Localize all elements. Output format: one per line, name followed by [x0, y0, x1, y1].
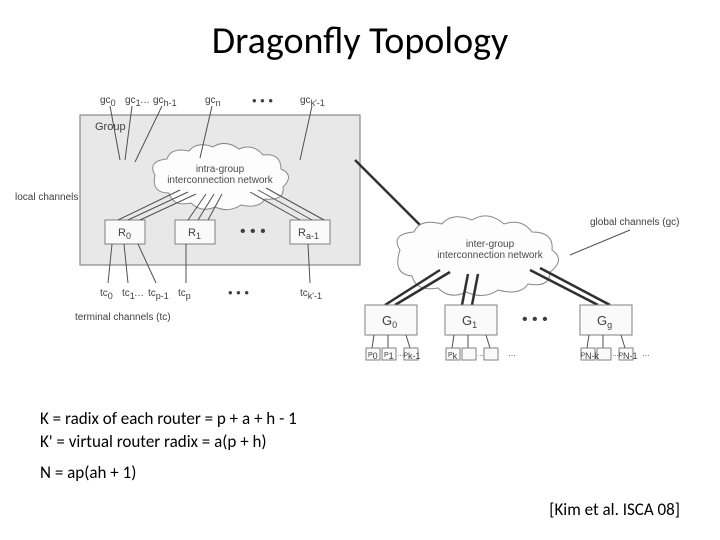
p-boxes: P0 P1 Pk-1 … Pk … … PN-k PN-1 … …	[366, 335, 650, 361]
svg-text:…: …	[397, 351, 404, 358]
inter-cloud: inter-group interconnection network	[397, 216, 558, 296]
eq-k: K = radix of each router = p + a + h - 1	[40, 408, 297, 431]
svg-text:…: …	[642, 349, 650, 358]
svg-text:• • •: • • •	[252, 93, 273, 108]
svg-text:…: …	[612, 351, 619, 358]
svg-text:intra-group: intra-group	[196, 164, 245, 175]
svg-text:gck'-1: gck'-1	[300, 95, 325, 108]
svg-text:interconnection network: interconnection network	[437, 250, 544, 261]
group-label: Group	[95, 121, 126, 133]
svg-text:gc1: gc1	[125, 95, 141, 108]
svg-text:…: …	[508, 349, 516, 358]
inter-group-diagram: inter-group interconnection network glob…	[0, 200, 720, 400]
svg-text:interconnection network: interconnection network	[167, 175, 274, 186]
eq-n: N = ap(ah + 1)	[40, 462, 136, 485]
citation: [Kim et al. ISCA 08]	[549, 499, 680, 520]
svg-text:gc0: gc0	[100, 95, 116, 108]
svg-text:inter-group: inter-group	[466, 239, 515, 250]
eq-kprime: K' = virtual router radix = a(p + h)	[40, 431, 297, 454]
svg-text:gcn: gcn	[205, 95, 221, 108]
svg-text:• • •: • • •	[522, 311, 548, 328]
eq-n-block: N = ap(ah + 1)	[40, 462, 136, 485]
global-channels-label: global channels (gc)	[590, 217, 680, 228]
svg-text:gch-1: gch-1	[153, 95, 177, 108]
svg-text:…: …	[477, 351, 484, 358]
equations-block: K = radix of each router = p + a + h - 1…	[40, 408, 297, 454]
svg-text:…: …	[140, 95, 150, 106]
group-boxes: G0 G1 Gg • • •	[365, 305, 632, 335]
